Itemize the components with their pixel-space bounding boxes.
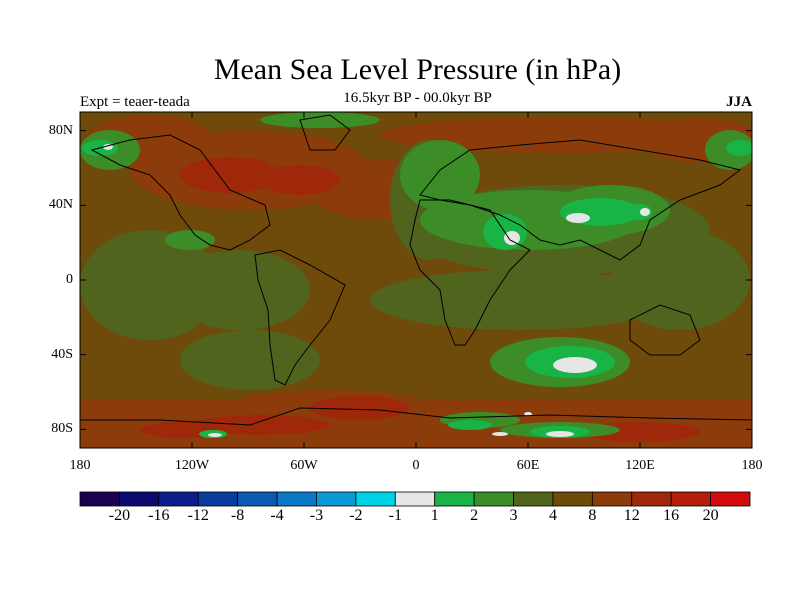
colorbar-swatch	[670, 491, 711, 507]
latitude-tick-label: 80S	[51, 421, 73, 437]
colorbar-swatch	[591, 491, 633, 507]
colorbar-swatch	[237, 491, 278, 507]
colorbar-swatch	[197, 491, 239, 507]
colorbar	[79, 491, 751, 507]
colorbar-swatch	[316, 491, 357, 507]
latitude-tick-label: 80N	[48, 122, 73, 138]
colorbar-swatch	[631, 491, 672, 507]
colorbar-label: -12	[187, 507, 209, 524]
longitude-tick-label: 120W	[174, 458, 210, 473]
colorbar-swatch	[473, 491, 514, 507]
map-subtitle: 16.5kyr BP - 00.0kyr BP	[343, 90, 492, 106]
longitude-tick-label: 0	[412, 458, 420, 473]
colorbar-swatch	[79, 491, 120, 507]
colorbar-label: -1	[388, 507, 402, 524]
colorbar-label: 4	[548, 507, 557, 524]
longitude-tick-label: 120E	[625, 458, 655, 473]
colorbar-label: -4	[270, 507, 284, 524]
colorbar-label: 1	[430, 507, 439, 524]
longitude-tick-label: 60W	[290, 458, 318, 473]
longitude-tick-label: 180	[69, 458, 91, 473]
field-12-16	[140, 157, 700, 442]
colorbar-swatch	[434, 491, 475, 507]
colorbar-label: -2	[349, 507, 363, 524]
colorbar-swatch	[119, 491, 160, 507]
colorbar-label: -3	[309, 507, 324, 524]
colorbar-label: -16	[148, 507, 170, 524]
longitude-tick-label: 180	[741, 458, 763, 473]
map-field	[80, 112, 752, 448]
field-near-zero	[103, 144, 650, 437]
coastlines	[80, 114, 752, 426]
colorbar-label: 16	[663, 507, 680, 524]
colorbar-swatch	[276, 491, 317, 507]
colorbar-swatch	[158, 491, 199, 507]
latitude-tick-label: 40S	[51, 346, 73, 362]
colorbar-swatch	[355, 491, 396, 507]
season-label: JJA	[726, 94, 752, 110]
colorbar-label: 8	[588, 507, 597, 524]
colorbar-swatch	[513, 491, 554, 507]
colorbar-swatch	[394, 491, 436, 507]
colorbar-label: -20	[108, 507, 131, 524]
colorbar-label: -8	[230, 507, 245, 524]
colorbar-label: 2	[470, 507, 479, 524]
colorbar-label: 3	[509, 507, 518, 524]
colorbar-label: 12	[623, 507, 640, 524]
latitude-tick-label: 0	[66, 272, 73, 287]
colorbar-label: 20	[702, 507, 719, 524]
colorbar-swatch	[552, 491, 593, 507]
latitude-tick-label: 40N	[48, 197, 73, 213]
colorbar-swatch	[710, 491, 751, 507]
map-title: Mean Sea Level Pressure (in hPa)	[213, 53, 622, 86]
longitude-tick-label: 60E	[516, 458, 540, 473]
axis-tick-marks	[79, 112, 753, 448]
experiment-label: Expt = teaer-teada	[80, 94, 190, 110]
